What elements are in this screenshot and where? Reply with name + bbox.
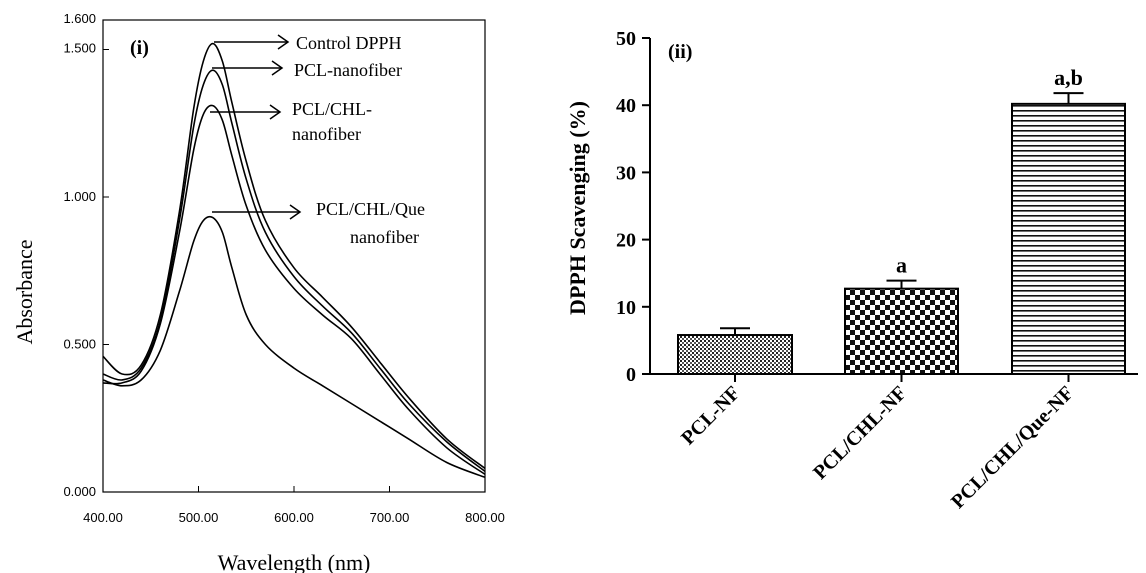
y-tick-label: 0 bbox=[626, 364, 636, 386]
annotation-label: PCL/CHL- bbox=[292, 99, 372, 119]
tick-labels: 400.00 500.00 600.00 700.00 800.00 0.000 0.500… bbox=[63, 11, 504, 525]
bars: PCL-NF a PCL/CHL-NF a,b PCL/CHL/Que-NF bbox=[677, 65, 1126, 513]
bar-2 bbox=[844, 287, 959, 376]
x-tick-label: 800.00 bbox=[465, 510, 505, 525]
y-tick-label: 50 bbox=[616, 28, 636, 50]
significance-label: a bbox=[896, 253, 907, 278]
y-axis-label: DPPH Scavenging (%) bbox=[565, 101, 590, 315]
x-axis-label: Wavelength (nm) bbox=[218, 550, 371, 573]
spectrum-line-1 bbox=[102, 42, 486, 470]
arrow-head-icon bbox=[271, 60, 284, 76]
annotation-label: Control DPPH bbox=[296, 33, 402, 53]
y-tick-label: 40 bbox=[616, 95, 636, 117]
arrow-head-icon bbox=[289, 204, 302, 220]
spectrum-line-4 bbox=[102, 215, 486, 479]
arrow-head-icon bbox=[277, 34, 290, 50]
category-label: PCL-NF bbox=[677, 382, 744, 449]
y-tick-label: 30 bbox=[616, 162, 636, 184]
y-tick-label: 1.600 bbox=[63, 11, 96, 26]
y-tick-label: 0.500 bbox=[63, 337, 96, 352]
spectra-lines bbox=[102, 42, 486, 479]
arrow-head-icon bbox=[269, 104, 282, 120]
y-tick-label: 10 bbox=[616, 297, 636, 319]
x-tick-label: 600.00 bbox=[274, 510, 314, 525]
category-label: PCL/CHL-NF bbox=[809, 382, 911, 484]
bar-1 bbox=[677, 334, 793, 375]
category-label: PCL/CHL/Que-NF bbox=[947, 382, 1078, 513]
y-tick-label: 1.000 bbox=[63, 189, 96, 204]
significance-label: a,b bbox=[1054, 65, 1083, 90]
annotation-label: PCL-nanofiber bbox=[294, 60, 402, 80]
annotation-label-line2: nanofiber bbox=[350, 227, 419, 247]
absorbance-line-chart: (i) 400.00 500.00 600.00 700.00 800.00 0.000 0… bbox=[12, 11, 505, 573]
y-axis-label: Absorbance bbox=[12, 239, 37, 344]
spectrum-line-3 bbox=[102, 104, 486, 475]
y-tick-label: 20 bbox=[616, 230, 636, 252]
annotation-label: PCL/CHL/Que bbox=[316, 199, 425, 219]
bar-3 bbox=[1011, 102, 1126, 376]
annotation-label-line2: nanofiber bbox=[292, 124, 361, 144]
x-tick-label: 700.00 bbox=[370, 510, 410, 525]
x-tick-label: 400.00 bbox=[83, 510, 123, 525]
x-tick-label: 500.00 bbox=[179, 510, 219, 525]
tick-labels: 0 10 20 30 40 50 bbox=[616, 28, 650, 386]
y-tick-label: 1.500 bbox=[63, 41, 96, 56]
panel-label-ii: (ii) bbox=[668, 41, 692, 63]
y-tick-label: 0.000 bbox=[63, 484, 96, 499]
plot-frame bbox=[102, 19, 486, 493]
curve-annotations: Control DPPH PCL-nanofiber PCL/CHL-nanofib… bbox=[210, 33, 425, 247]
panel-label-i: (i) bbox=[130, 37, 149, 59]
